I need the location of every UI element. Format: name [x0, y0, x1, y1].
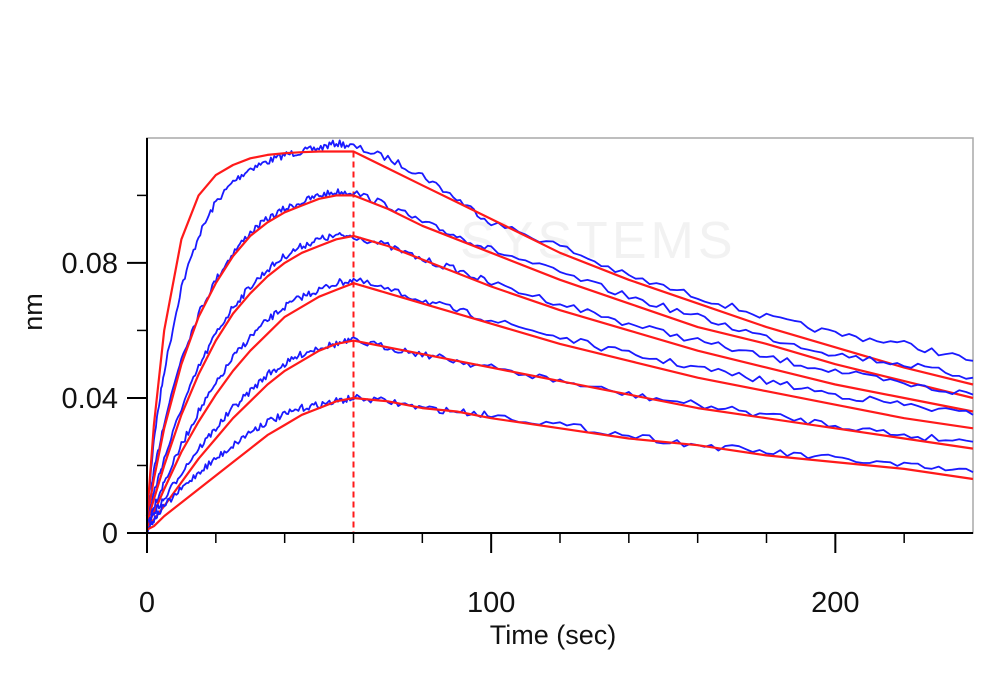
- x-tick-label-200: 200: [811, 587, 859, 619]
- x-tick-label-0: 0: [139, 587, 155, 619]
- watermark-text: SYSTEMS: [460, 212, 737, 270]
- fitted-curve-9: [146, 339, 974, 527]
- y-tick-label-0.08: 0.08: [62, 248, 118, 280]
- fitted-curve-11: [146, 396, 974, 531]
- fitted-curve-7: [146, 282, 974, 527]
- fitted-curve-3: [145, 194, 974, 520]
- y-tick-label-0.04: 0.04: [62, 383, 118, 415]
- x-tick-label-100: 100: [467, 587, 515, 619]
- y-axis-title: nm: [18, 293, 48, 331]
- measured-curve-0: [146, 139, 974, 514]
- fitted-curve-5: [145, 234, 974, 524]
- y-tick-label-0: 0: [102, 518, 118, 550]
- x-axis-title: Time (sec): [490, 620, 617, 650]
- measured-curve-6: [146, 277, 974, 527]
- measured-curve-2: [146, 188, 974, 518]
- measured-curve-8: [146, 336, 974, 530]
- measured-curve-4: [146, 231, 974, 526]
- fitted-curve-1: [145, 150, 974, 517]
